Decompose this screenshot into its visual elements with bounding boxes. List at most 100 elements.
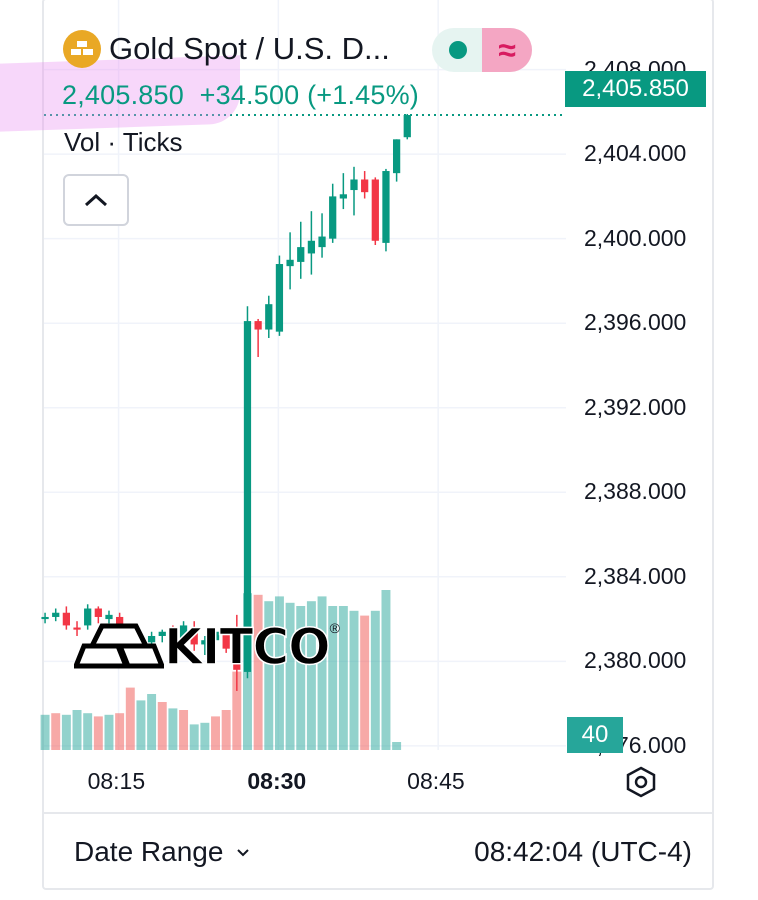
- date-range-label: Date Range: [74, 836, 224, 867]
- candle-body: [403, 115, 411, 138]
- last-price-badge: 2,405.850: [565, 71, 706, 107]
- candle-body: [371, 179, 379, 241]
- chevron-down-icon: [237, 849, 250, 857]
- volume-bar: [328, 606, 338, 750]
- kitco-logo: KITCO ®: [74, 617, 340, 677]
- volume-bar: [157, 702, 167, 750]
- volume-bar: [40, 714, 50, 750]
- last-price: 2,405.850: [62, 80, 184, 110]
- price-tick-label: 2,392.000: [584, 393, 687, 420]
- candle: [286, 232, 294, 290]
- candle-body: [52, 612, 60, 617]
- live-dot-icon: [449, 41, 467, 59]
- volume-bar: [317, 596, 327, 750]
- time-readout[interactable]: 08:42:04 (UTC-4): [474, 836, 692, 867]
- candle-body: [243, 321, 252, 672]
- volume-bar: [274, 596, 284, 750]
- volume-bar: [104, 714, 114, 750]
- collapse-legend-button[interactable]: [63, 174, 129, 226]
- volume-bar: [253, 594, 263, 750]
- price-tick-label: 2,380.000: [584, 647, 687, 674]
- price-tick-label: 2,388.000: [584, 478, 687, 505]
- price-tick-label: 2,400.000: [584, 224, 687, 251]
- volume-bar: [381, 590, 391, 750]
- candle-body: [254, 321, 262, 330]
- candles: [41, 113, 411, 691]
- status-pill[interactable]: ≈: [432, 28, 532, 72]
- volume-bar: [285, 602, 295, 750]
- volume-bar: [51, 713, 61, 750]
- volume-bar: [93, 716, 103, 750]
- volume-legend[interactable]: Vol · Ticks: [64, 127, 183, 157]
- candle-body: [41, 616, 49, 620]
- symbol-title[interactable]: Gold Spot / U.S. D...: [109, 31, 390, 66]
- time-tick-label: 08:45: [407, 768, 465, 794]
- kitco-logo-text: KITCO: [163, 617, 331, 677]
- chart-frame: [42, 0, 714, 890]
- approx-icon[interactable]: ≈: [482, 28, 532, 72]
- candle: [73, 621, 81, 636]
- candle: [201, 635, 209, 656]
- candle-body: [222, 633, 230, 649]
- candle: [84, 604, 92, 630]
- time-tick-label: 08:15: [87, 768, 146, 794]
- registered-mark: ®: [329, 620, 340, 636]
- volume-bar: [61, 714, 71, 750]
- gold-bars-icon: [63, 30, 101, 68]
- candle-body: [318, 236, 326, 248]
- candle-body: [265, 304, 273, 330]
- candle: [41, 612, 49, 624]
- legend-title-row[interactable]: Gold Spot / U.S. D...: [63, 30, 390, 68]
- volume-bar: [306, 601, 316, 750]
- candle: [339, 173, 347, 210]
- hexagon-settings-icon: [626, 766, 656, 798]
- candle: [243, 306, 252, 679]
- chevron-up-icon: [84, 193, 108, 207]
- volume-bar: [115, 713, 125, 750]
- volume-bar: [296, 606, 306, 750]
- chart-grid: [44, 0, 566, 750]
- candle-body: [382, 171, 390, 243]
- candle: [382, 168, 390, 252]
- candle-body: [179, 625, 188, 641]
- candle: [179, 621, 188, 645]
- volume-bar: [360, 615, 370, 750]
- volume-bar: [136, 700, 146, 750]
- volume-bar: [200, 722, 210, 750]
- candle-body: [190, 627, 198, 645]
- candle-body: [275, 264, 284, 332]
- volume-bar: [147, 694, 157, 750]
- candle: [297, 221, 305, 279]
- volume-bar: [221, 710, 231, 750]
- time-tick-label: 08:30: [247, 768, 307, 794]
- candle: [307, 211, 316, 275]
- candle: [265, 295, 273, 338]
- legend-price-row: 2,405.850 +34.500 (+1.45%): [62, 80, 419, 111]
- volume-bar: [83, 713, 93, 750]
- volume-badge: 40: [567, 717, 623, 753]
- price-tick-label: 2,404.000: [584, 140, 687, 167]
- volume-bar: [168, 708, 178, 750]
- chart-settings-button[interactable]: [624, 765, 658, 799]
- candle-body: [158, 631, 166, 636]
- candle: [158, 629, 166, 643]
- candle: [329, 183, 337, 243]
- candle: [371, 177, 379, 246]
- candle: [254, 318, 262, 358]
- price-tick-label: 2,396.000: [584, 309, 687, 336]
- candle-body: [297, 247, 305, 262]
- price-change-pct: (+1.45%): [307, 80, 419, 110]
- volume-bar: [370, 610, 380, 750]
- date-range-button[interactable]: Date Range: [74, 836, 255, 868]
- candle-body: [169, 631, 177, 641]
- volume-bar: [392, 742, 402, 750]
- candle: [318, 213, 326, 258]
- price-change: +34.500: [199, 80, 300, 110]
- candle: [169, 625, 177, 643]
- volume-bar: [338, 606, 348, 750]
- candle-body: [211, 631, 220, 641]
- volume-bar: [189, 724, 199, 750]
- volume-bars: [40, 590, 402, 750]
- candle: [94, 606, 102, 624]
